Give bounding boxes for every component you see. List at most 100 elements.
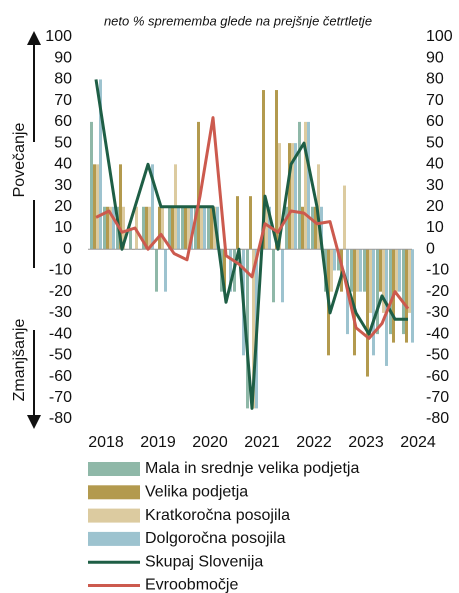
bar	[106, 206, 109, 250]
y-tick-label: 20	[54, 198, 72, 215]
y2-tick-label: -20	[426, 283, 449, 300]
y-tick-label: 70	[54, 92, 72, 109]
bar	[190, 206, 193, 250]
legend-swatch	[88, 485, 140, 500]
bar	[395, 249, 398, 292]
bar	[93, 164, 96, 250]
bar	[411, 249, 414, 343]
bar	[168, 206, 171, 250]
bar	[298, 121, 301, 250]
legend-label: Skupaj Slovenija	[145, 553, 263, 570]
x-tick-label: 2023	[348, 434, 384, 451]
bar	[291, 143, 294, 250]
y-tick-label: 50	[54, 134, 72, 151]
y-tick-label: 30	[54, 177, 72, 194]
bar	[177, 206, 180, 250]
y2-tick-label: -60	[426, 368, 449, 385]
y2-tick-label: 20	[426, 198, 444, 215]
legend-label: Dolgoročna posojila	[145, 530, 286, 547]
legend-label: Mala in srednje velika podjetja	[145, 460, 359, 477]
y2-tick-label: -80	[426, 410, 449, 427]
bar	[402, 249, 405, 335]
x-tick-label: 2022	[296, 434, 332, 451]
bar	[262, 90, 265, 250]
bar	[278, 143, 281, 250]
y2-tick-label: -40	[426, 325, 449, 342]
bar	[337, 249, 340, 271]
bar	[330, 249, 333, 292]
bar	[207, 206, 210, 250]
bar	[129, 228, 132, 250]
bar	[281, 249, 284, 303]
y-tick-label: 0	[63, 240, 72, 257]
y-tick-label: -70	[49, 389, 72, 406]
bar	[161, 206, 164, 250]
bar	[408, 249, 411, 313]
y-tick-label: 90	[54, 49, 72, 66]
bar	[311, 206, 314, 250]
y-tick-label: -80	[49, 410, 72, 427]
bar	[343, 185, 346, 250]
y2-tick-label: 0	[426, 240, 435, 257]
bar	[103, 206, 106, 250]
bar	[389, 249, 392, 335]
bar	[382, 249, 385, 313]
y-tick-label: 80	[54, 71, 72, 88]
y-tick-label: 60	[54, 113, 72, 130]
line	[94, 79, 408, 410]
bar	[272, 249, 275, 303]
y-tick-label: 100	[45, 28, 72, 45]
bar	[333, 249, 336, 271]
y2-tick-label: -10	[426, 262, 449, 279]
bar	[252, 249, 255, 409]
bar	[145, 206, 148, 250]
bar	[184, 206, 187, 250]
bar	[294, 143, 297, 250]
bar	[356, 249, 359, 292]
bar	[142, 206, 145, 250]
bar	[181, 206, 184, 250]
y2-tick-label: 40	[426, 156, 444, 173]
bar	[197, 121, 200, 250]
bar	[320, 206, 323, 250]
bar	[151, 164, 154, 250]
bar	[314, 206, 317, 250]
x-tick-label: 2024	[400, 434, 436, 451]
bar	[265, 206, 268, 250]
bar	[304, 121, 307, 250]
x-tick-label: 2018	[88, 434, 124, 451]
legend-label: Velika podjetja	[145, 484, 248, 501]
bar	[369, 249, 372, 313]
x-tick-label: 2021	[244, 434, 280, 451]
bar	[376, 249, 379, 335]
y2-tick-label: 70	[426, 92, 444, 109]
y2-tick-label: -70	[426, 389, 449, 406]
y2-tick-label: 90	[426, 49, 444, 66]
y2-tick-label: -50	[426, 347, 449, 364]
y2-tick-label: 60	[426, 113, 444, 130]
bar	[350, 249, 353, 292]
y-tick-label: -40	[49, 325, 72, 342]
bar	[158, 206, 161, 250]
bar	[379, 249, 382, 292]
legend-label: Kratkoročna posojila	[145, 507, 290, 524]
y-tick-label: 10	[54, 219, 72, 236]
bar	[223, 249, 226, 292]
bar	[200, 206, 203, 250]
bar	[405, 249, 408, 343]
bar	[203, 206, 206, 250]
y2-tick-label: 30	[426, 177, 444, 194]
bar	[307, 121, 310, 250]
y2-tick-label: -30	[426, 304, 449, 321]
bar	[119, 164, 122, 250]
x-tick-label: 2019	[140, 434, 176, 451]
bar	[275, 90, 278, 250]
y-tick-label: -10	[49, 262, 72, 279]
legend-label: Evroobmočje	[145, 577, 238, 593]
bar	[122, 206, 125, 250]
y-tick-label: 40	[54, 156, 72, 173]
bar	[366, 249, 369, 377]
bar	[385, 249, 388, 366]
bar	[99, 79, 102, 250]
bar	[229, 249, 232, 292]
